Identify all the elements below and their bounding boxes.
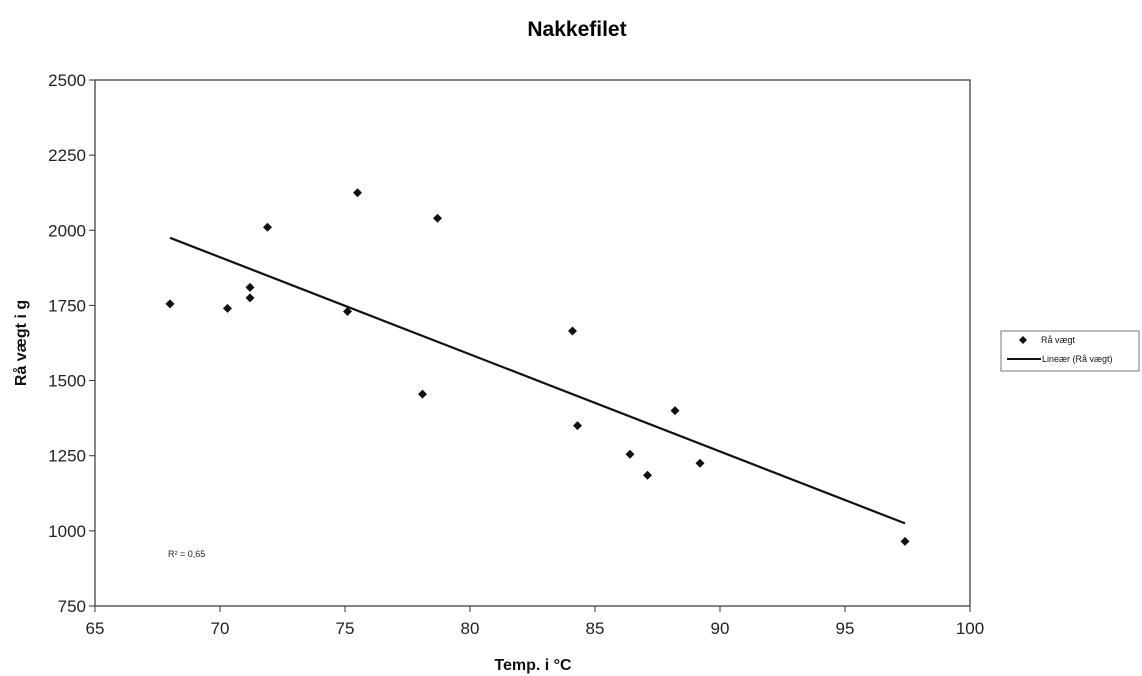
data-point [643, 470, 652, 480]
data-point [418, 389, 427, 399]
r-squared-annotation: R² = 0,65 [168, 549, 205, 559]
y-tick-label: 2500 [48, 71, 86, 90]
data-point [343, 306, 352, 316]
y-axis: 750 1000 1250 1500 1750 2000 2250 2500 [48, 71, 95, 616]
y-tick-label: 2250 [48, 146, 86, 165]
y-tick-label: 1750 [48, 296, 86, 315]
legend-label-raw-weight: Rå vægt [1041, 335, 1076, 345]
plot-area-frame [94, 79, 971, 607]
data-point [245, 282, 255, 292]
y-tick-label: 1500 [48, 372, 86, 391]
data-point [433, 213, 442, 223]
x-tick-label: 95 [836, 619, 855, 638]
y-tick-label: 1250 [48, 447, 86, 466]
data-point [568, 326, 577, 336]
data-point [353, 188, 362, 198]
x-tick-label: 75 [336, 619, 355, 638]
trendline-group [169, 236, 906, 525]
data-point [165, 299, 175, 309]
data-point [900, 536, 910, 546]
linear-trendline [169, 236, 906, 525]
y-tick-label: 1000 [48, 522, 86, 541]
legend-label-linear-trend: Lineær (Rå vægt) [1042, 354, 1113, 364]
x-axis-label: Temp. i °C [494, 657, 572, 674]
x-tick-label: 80 [461, 619, 480, 638]
data-points [165, 188, 910, 546]
data-point [223, 303, 232, 313]
x-tick-label: 65 [86, 619, 105, 638]
chart-title: Nakkefilet [527, 18, 626, 41]
data-point [695, 458, 705, 468]
x-tick-label: 70 [211, 619, 230, 638]
x-tick-label: 90 [711, 619, 730, 638]
data-point [573, 421, 582, 431]
x-tick-label: 85 [586, 619, 605, 638]
x-tick-label: 100 [956, 619, 984, 638]
legend-marker-diamond [1019, 336, 1027, 344]
y-tick-label: 2000 [48, 221, 86, 240]
y-tick-label: 750 [58, 597, 86, 616]
data-point [245, 293, 255, 303]
y-axis-label: Rå vægt i g [12, 300, 30, 386]
data-point [625, 449, 635, 459]
legend: Rå vægt Lineær (Rå vægt) [1000, 330, 1140, 372]
data-point [263, 222, 272, 232]
data-point [670, 406, 680, 416]
x-axis: 65 70 75 80 85 90 95 100 [86, 606, 984, 638]
